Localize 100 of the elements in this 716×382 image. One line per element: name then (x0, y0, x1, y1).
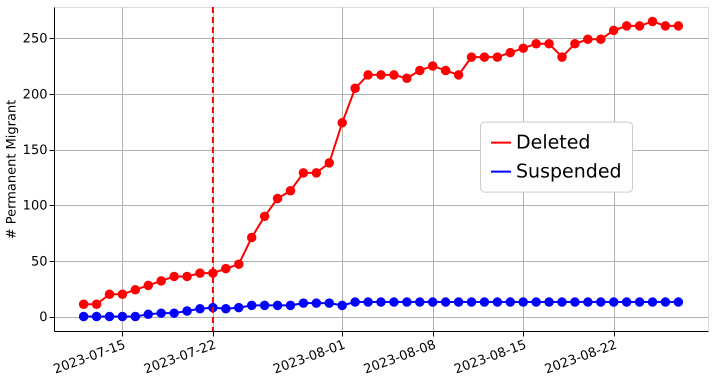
point (608, 297, 618, 307)
point (583, 297, 593, 307)
point (466, 52, 476, 62)
point (104, 312, 114, 322)
point (312, 298, 322, 308)
point (583, 34, 593, 44)
point (221, 264, 231, 274)
y-tick-label: 250 (22, 32, 48, 47)
point (118, 290, 128, 299)
point (298, 168, 308, 178)
point (312, 168, 322, 178)
point (660, 21, 670, 31)
point (596, 297, 606, 307)
y-tick-label: 150 (22, 143, 48, 158)
point (428, 297, 438, 307)
point (415, 66, 425, 76)
point (492, 52, 502, 62)
point (78, 312, 88, 322)
point (195, 268, 205, 278)
point (518, 43, 528, 53)
point (531, 39, 541, 48)
point (130, 285, 140, 295)
point (234, 259, 244, 269)
point (246, 232, 256, 242)
point (440, 66, 450, 76)
point (480, 297, 490, 307)
point (492, 297, 502, 307)
point (78, 300, 88, 310)
point (506, 297, 516, 307)
point (363, 297, 373, 307)
point (376, 70, 386, 80)
point (466, 297, 476, 307)
point (557, 52, 567, 62)
point (182, 272, 192, 282)
y-tick-label: 200 (22, 87, 48, 102)
point (130, 312, 140, 322)
point (634, 21, 644, 31)
point (402, 74, 412, 83)
point (570, 39, 580, 48)
point (376, 297, 386, 307)
point (182, 306, 192, 316)
point (272, 194, 282, 204)
point (622, 297, 632, 307)
point (389, 297, 399, 307)
point (156, 308, 166, 318)
y-tick-label: 0 (39, 310, 48, 326)
point (286, 300, 296, 310)
point (104, 290, 114, 299)
point (298, 298, 308, 308)
y-tick-label: 100 (22, 198, 48, 214)
point (518, 297, 528, 307)
point (506, 48, 516, 58)
point (246, 300, 256, 310)
point (454, 70, 464, 80)
point (156, 276, 166, 286)
point (544, 39, 554, 48)
point (544, 297, 554, 307)
point (324, 158, 334, 168)
point (648, 16, 658, 26)
point (415, 297, 425, 307)
point (169, 272, 179, 282)
point (169, 308, 179, 318)
point (92, 312, 102, 322)
point (337, 300, 347, 310)
point (596, 34, 606, 44)
point (260, 212, 270, 222)
y-tick-label: 50 (30, 254, 48, 270)
point (557, 297, 567, 307)
point (324, 298, 334, 308)
legend-label: Deleted (516, 132, 590, 154)
point (144, 280, 154, 290)
point (195, 304, 205, 314)
point (286, 186, 296, 196)
point (480, 52, 490, 62)
point (260, 300, 270, 310)
point (337, 118, 347, 128)
point (622, 21, 632, 31)
point (674, 21, 684, 31)
point (454, 297, 464, 307)
point (350, 84, 360, 94)
point (608, 26, 618, 36)
point (428, 61, 438, 71)
point (634, 297, 644, 307)
point (674, 297, 684, 307)
legend-label: Suspended (516, 160, 622, 183)
point (221, 304, 231, 314)
y-axis-title: # Permanent Migrant (4, 100, 20, 240)
point (118, 312, 128, 322)
point (272, 300, 282, 310)
point (92, 300, 102, 310)
point (440, 297, 450, 307)
point (648, 297, 658, 307)
point (531, 297, 541, 307)
point (350, 297, 360, 307)
point (363, 70, 373, 80)
point (234, 302, 244, 312)
point (144, 310, 154, 320)
point (570, 297, 580, 307)
point (660, 297, 670, 307)
point (402, 297, 412, 307)
